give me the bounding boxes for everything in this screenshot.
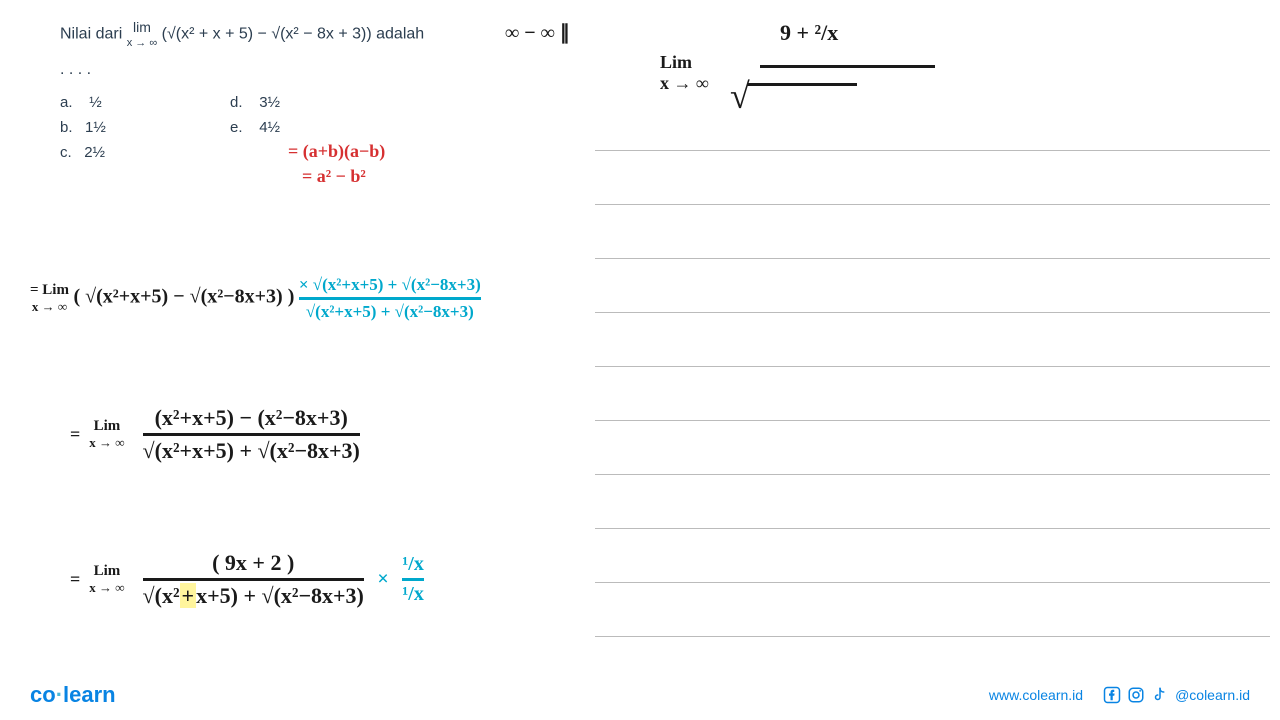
question-limit: lim xyxy=(133,19,151,35)
social-block: @colearn.id xyxy=(1103,686,1250,704)
ruled-lines xyxy=(595,150,1270,690)
step3-lim-sub: x → ∞ xyxy=(89,580,124,595)
option-d-value: 3½ xyxy=(259,94,280,111)
option-c: c. 2½ xyxy=(60,144,230,161)
option-a-value: ½ xyxy=(89,94,102,111)
work-step-1: = Lim x → ∞ ( √(x²+x+5) − √(x²−8x+3) ) ×… xyxy=(30,275,481,322)
fraction-line-top xyxy=(760,65,935,68)
step3-lim: Lim x → ∞ xyxy=(89,563,124,596)
option-e: e. 4½ xyxy=(230,119,330,136)
limit-notation-top: Lim x → ∞ xyxy=(660,52,709,94)
option-a: a. ½ xyxy=(60,94,230,111)
step1-lim-sub: x → ∞ xyxy=(32,299,67,314)
ruled-line xyxy=(595,258,1270,259)
option-row: b. 1½ e. 4½ xyxy=(60,119,580,136)
facebook-icon xyxy=(1103,686,1121,704)
step3-fraction: ( 9x + 2 ) √(x²+x+5) + √(x²−8x+3) xyxy=(143,550,364,609)
step2-lim-sub: x → ∞ xyxy=(89,435,124,450)
step2-num: (x²+x+5) − (x²−8x+3) xyxy=(155,405,348,430)
option-b-value: 1½ xyxy=(85,119,106,136)
option-d: d. 3½ xyxy=(230,94,330,111)
footer-url: www.colearn.id xyxy=(989,687,1083,703)
step1-lim-text: = Lim xyxy=(30,282,69,298)
red-identity: = (a+b)(a−b) = a² − b² xyxy=(288,139,385,189)
step2-den: √(x²+x+5) + √(x²−8x+3) xyxy=(143,438,360,463)
red-identity-line1: = (a+b)(a−b) xyxy=(288,139,385,164)
social-handle: @colearn.id xyxy=(1175,687,1250,703)
sqrt-symbol-top: √ xyxy=(730,75,860,117)
ruled-line xyxy=(595,582,1270,583)
option-a-label: a. xyxy=(60,94,73,111)
step3-den-b: x+5) + √(x²−8x+3) xyxy=(196,583,364,608)
lim-text: Lim xyxy=(660,52,692,72)
option-c-value: 2½ xyxy=(84,144,105,161)
ruled-line xyxy=(595,366,1270,367)
option-d-label: d. xyxy=(230,94,243,111)
ruled-line xyxy=(595,636,1270,637)
question-prefix: Nilai dari xyxy=(60,26,122,43)
brand-logo: co·learn xyxy=(30,682,116,708)
option-b-label: b. xyxy=(60,119,73,136)
work-step-2: = Lim x → ∞ (x²+x+5) − (x²−8x+3) √(x²+x+… xyxy=(70,405,360,464)
infinity-annotation: ∞ − ∞ ∥ xyxy=(505,20,570,45)
step2-lim: Lim x → ∞ xyxy=(89,418,124,451)
option-b: b. 1½ xyxy=(60,119,230,136)
step1-mult-den: √(x²+x+5) + √(x²−8x+3) xyxy=(306,302,474,321)
step2-lim-text: Lim xyxy=(94,418,121,434)
question-text: Nilai dari lim x → ∞ (√(x² + x + 5) − √(… xyxy=(60,20,580,49)
lim-sub: x → ∞ xyxy=(660,73,709,93)
step1-mult-num: × √(x²+x+5) + √(x²−8x+3) xyxy=(299,275,481,294)
step2-fraction: (x²+x+5) − (x²−8x+3) √(x²+x+5) + √(x²−8x… xyxy=(143,405,360,464)
numerator-top: 9 + ²/x xyxy=(780,20,838,46)
footer: co·learn www.colearn.id @colearn.id xyxy=(0,680,1280,710)
logo-text-1: co xyxy=(30,682,56,707)
ruled-line xyxy=(595,528,1270,529)
step3-mult-den: ¹/x xyxy=(402,583,424,605)
tiktok-icon xyxy=(1151,686,1169,704)
step3-mult: ¹/x ¹/x xyxy=(402,553,424,606)
ruled-line xyxy=(595,420,1270,421)
step3-num: ( 9x + 2 ) xyxy=(212,550,294,575)
step3-den-a: √(x² xyxy=(143,583,180,608)
step1-expression: ( √(x²+x+5) − √(x²−8x+3) ) xyxy=(73,286,294,308)
step1-lim: = Lim x → ∞ xyxy=(30,282,69,315)
question-limit-sub: x → ∞ xyxy=(127,37,157,49)
question-dots: . . . . xyxy=(60,61,580,79)
step3-denominator: √(x²+x+5) + √(x²−8x+3) xyxy=(143,583,364,608)
option-row: a. ½ d. 3½ xyxy=(60,94,580,111)
option-e-label: e. xyxy=(230,119,243,136)
ruled-line xyxy=(595,474,1270,475)
ruled-line xyxy=(595,150,1270,151)
red-identity-line2: = a² − b² xyxy=(302,164,385,189)
step3-times: × xyxy=(377,568,388,590)
option-c-label: c. xyxy=(60,144,72,161)
logo-text-2: learn xyxy=(63,682,116,707)
ruled-line xyxy=(595,312,1270,313)
ruled-line xyxy=(595,204,1270,205)
option-e-value: 4½ xyxy=(259,119,280,136)
instagram-icon xyxy=(1127,686,1145,704)
step3-mult-num: ¹/x xyxy=(402,553,424,575)
step1-multiply: × √(x²+x+5) + √(x²−8x+3) √(x²+x+5) + √(x… xyxy=(299,275,481,322)
step3-lim-text: Lim xyxy=(94,563,121,579)
question-expression: (√(x² + x + 5) − √(x² − 8x + 3)) adalah xyxy=(162,26,425,43)
step3-den-highlight: + xyxy=(180,583,197,608)
work-step-3: = Lim x → ∞ ( 9x + 2 ) √(x²+x+5) + √(x²−… xyxy=(70,550,424,609)
logo-dot: · xyxy=(56,682,63,707)
